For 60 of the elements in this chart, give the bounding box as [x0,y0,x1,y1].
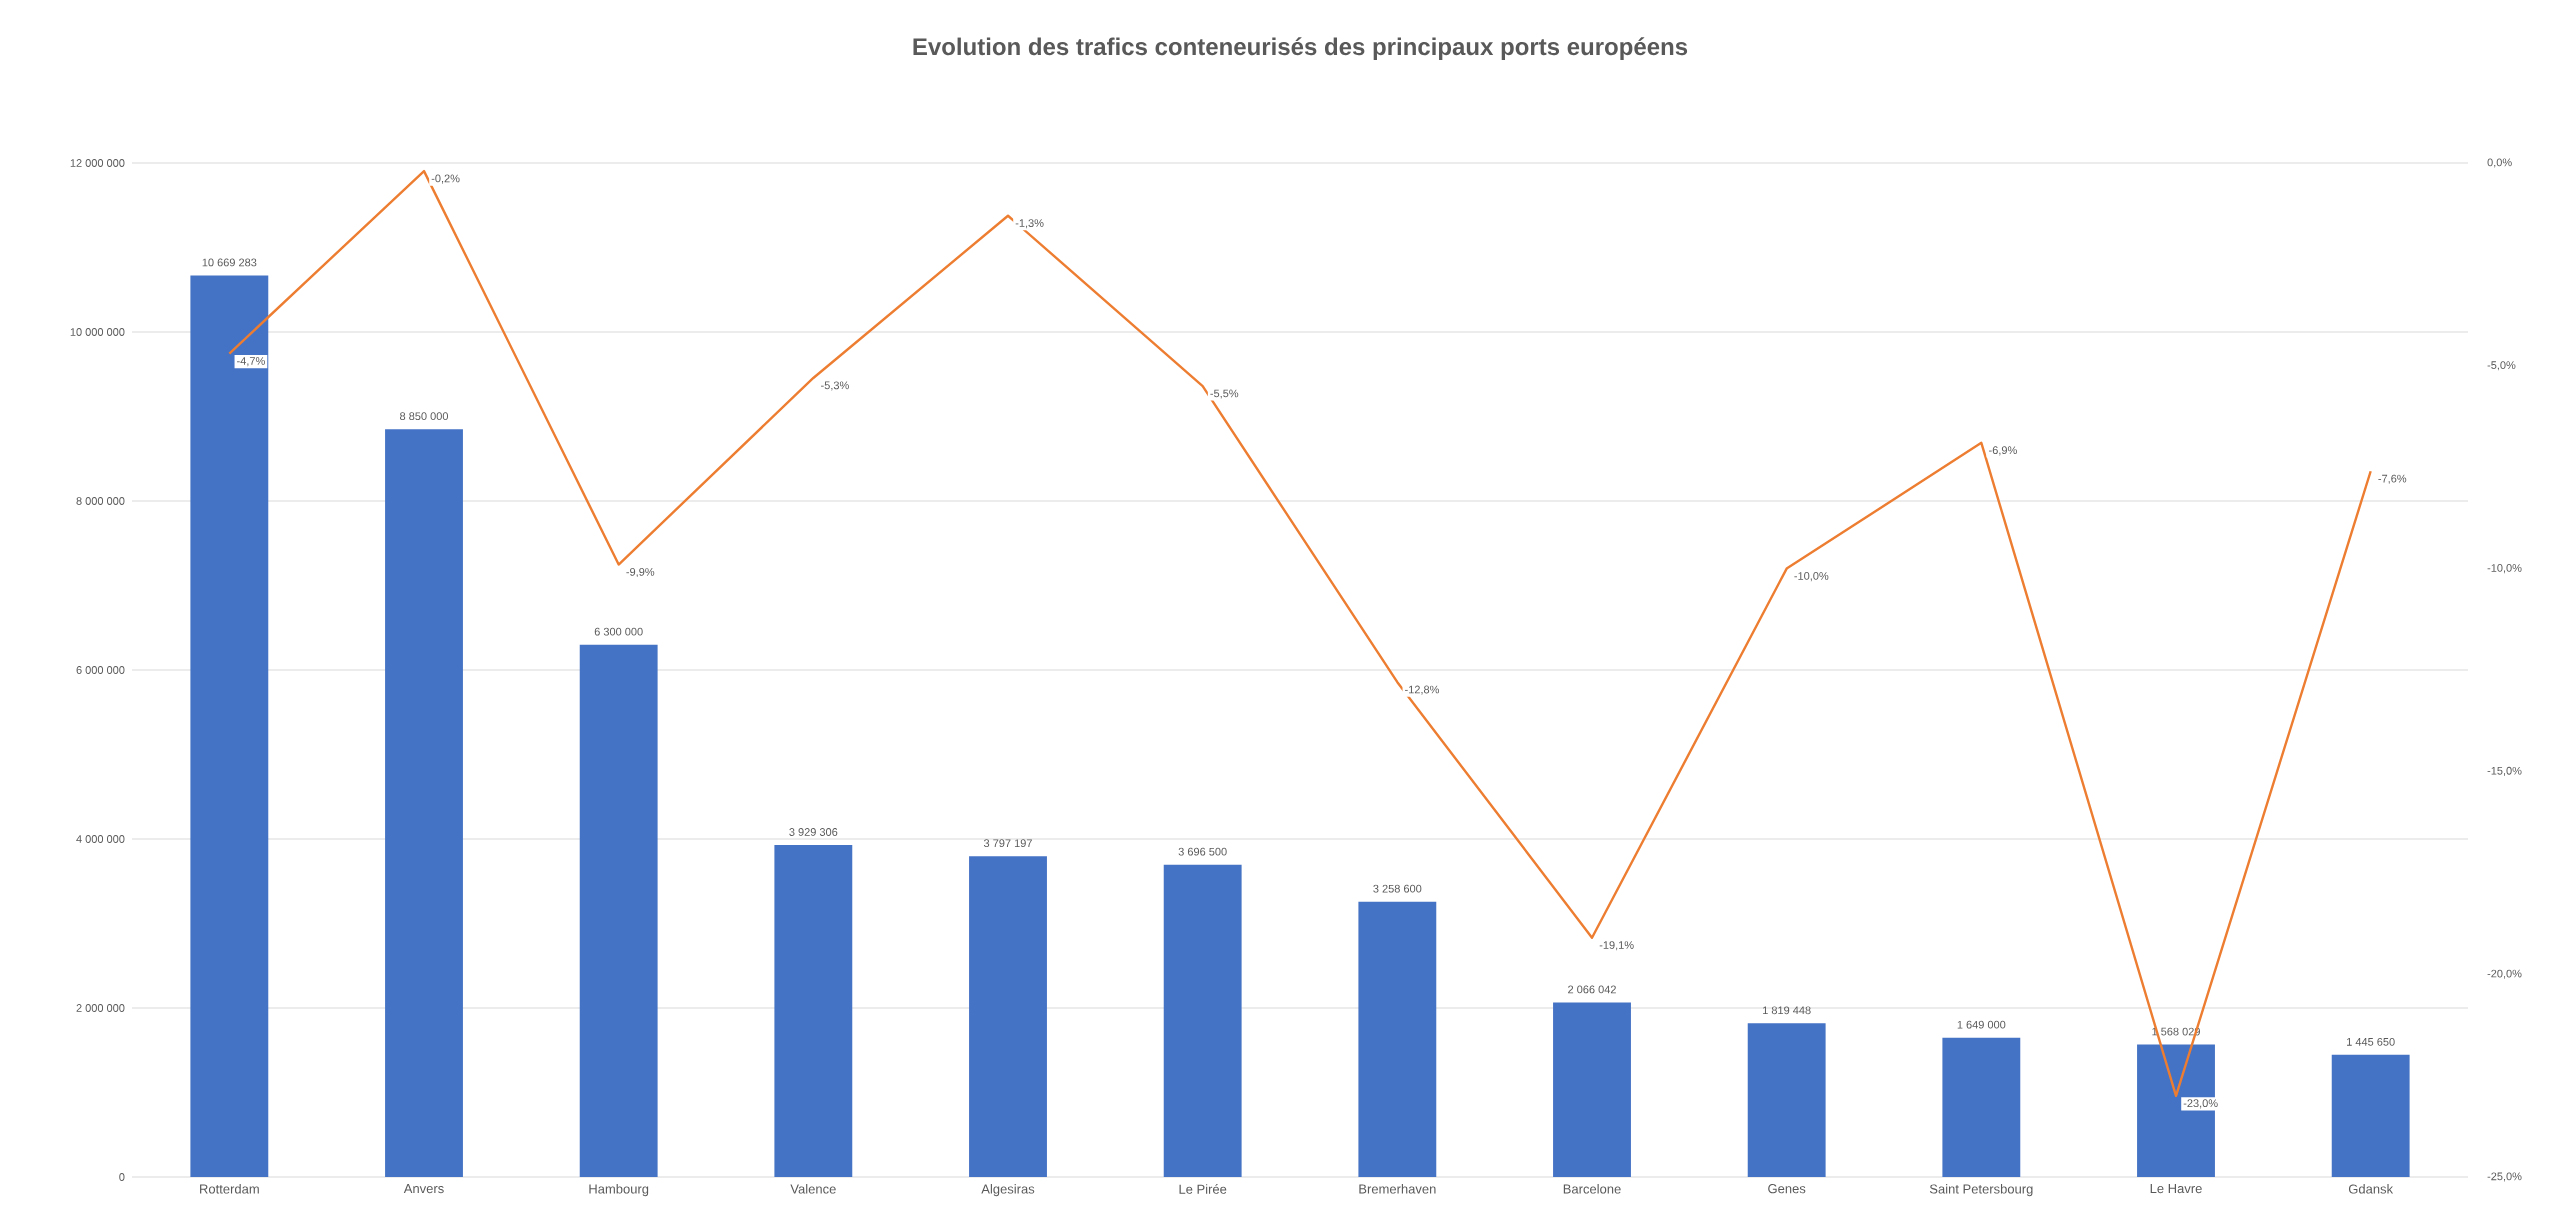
y2-tick-label: -25,0% [2487,1172,2522,1182]
y2-tick-label: -15,0% [2487,766,2522,776]
bar [579,644,658,1178]
data-label: 3 696 500 [1178,847,1227,856]
data-label: 6 300 000 [594,627,643,636]
data-label: 8 850 000 [400,412,449,421]
x-tick-label: Genes [1768,1184,1806,1194]
data-label: 1 819 448 [1763,1006,1811,1015]
bar [1942,1037,2021,1178]
x-tick-label: Saint Petersbourg [1929,1184,2033,1197]
y-tick-label: 2 000 000 [76,1004,125,1012]
data-label: 10 669 283 [202,258,257,267]
y-tick-label: 6 000 000 [76,666,125,674]
bar [190,275,269,1178]
data-label: -1,3% [1015,219,1044,229]
x-tick-label: Hambourg [589,1184,649,1197]
y2-tick-label: 0,0% [2487,158,2512,168]
y-tick-label: 8 000 000 [76,497,125,505]
bar [385,429,463,1178]
bar [969,856,1047,1178]
data-label: -9,9% [626,567,655,578]
data-label: 3 797 197 [983,839,1032,848]
data-label: -19,1% [1599,941,1634,951]
data-label: -12,8% [1405,685,1440,695]
x-tick-label: Le Havre [2150,1184,2202,1194]
data-label: 3 258 600 [1373,884,1422,893]
bar [1358,901,1437,1178]
data-label: -6,9% [1989,446,2017,456]
data-label: -4,7% [237,357,265,367]
data-label: 1 445 650 [2347,1037,2395,1046]
data-label: 1 649 000 [1957,1020,2006,1029]
bar [1553,1002,1631,1178]
data-label: -10,0% [1794,572,1829,582]
bar [774,844,853,1178]
y-tick-label: 12 000 000 [70,159,125,167]
data-label: 2 066 042 [1568,985,1616,994]
x-tick-label: Valence [790,1184,836,1194]
data-label: 3 929 306 [789,828,838,836]
x-tick-label: Le Pirée [1179,1184,1227,1194]
y-tick-label: 0 [119,1173,125,1181]
x-tick-label: Bremerhaven [1359,1184,1436,1194]
y-tick-label: 4 000 000 [76,835,125,843]
bar [2331,1054,2410,1178]
data-label: -0,2% [431,174,460,184]
data-label: -5,3% [821,381,849,391]
y2-tick-label: -5,0% [2487,361,2516,371]
x-tick-label: Rotterdam [200,1184,259,1194]
x-tick-label: Algesiras [981,1184,1035,1197]
y2-tick-label: -10,0% [2487,564,2522,574]
y2-tick-label: -20,0% [2487,969,2522,979]
y-tick-label: 10 000 000 [70,328,125,336]
x-tick-label: Anvers [403,1184,444,1194]
bar [1747,1023,1826,1178]
data-label: -23,0% [2183,1099,2218,1109]
chart-title: Evolution des trafics conteneurisés des principaux ports européens [913,37,1688,60]
bar [1163,864,1242,1178]
data-label: -5,5% [1210,389,1239,399]
data-label: -7,6% [2378,474,2407,484]
x-tick-label: Barcelone [1563,1184,1621,1194]
x-tick-label: Gdansk [2348,1184,2394,1194]
